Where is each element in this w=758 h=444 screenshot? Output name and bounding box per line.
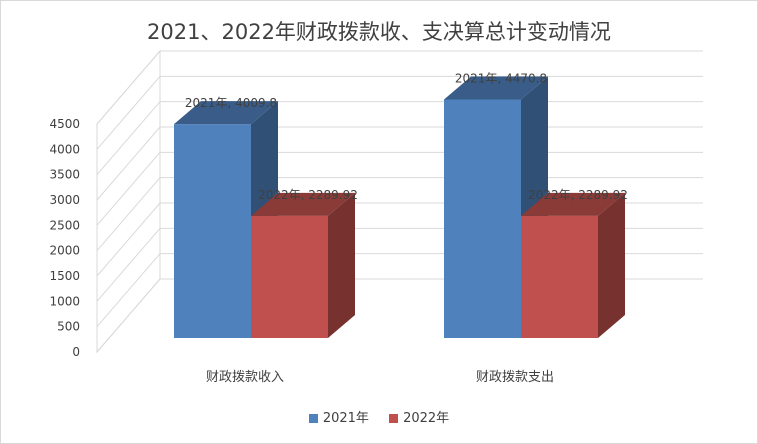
legend-label-2021: 2021年 xyxy=(322,411,369,426)
legend-item-2022: 2022年 xyxy=(389,407,449,426)
legend: 2021年 2022年 xyxy=(0,407,758,426)
y-tick-label: 1500 xyxy=(49,269,80,283)
gridline-side xyxy=(96,177,161,251)
y-tick-label: 2500 xyxy=(49,218,80,232)
bars xyxy=(174,76,625,338)
data-labels: 2021年, 4009.8 2022年, 2289.92 2021年, 4470.8… xyxy=(185,72,628,202)
chart-walls xyxy=(96,49,161,354)
gridline-side xyxy=(96,50,161,125)
legend-swatch-2022 xyxy=(389,414,399,423)
gridline-side xyxy=(96,152,161,226)
legend-label-2022: 2022年 xyxy=(403,411,450,426)
gridline-side xyxy=(96,253,161,327)
y-tick-label: 1000 xyxy=(49,294,80,308)
bar-front xyxy=(444,99,521,338)
legend-swatch-2021 xyxy=(308,414,318,423)
category-label: 财政拨款支出 xyxy=(476,370,554,385)
y-tick-label: 4000 xyxy=(49,142,80,156)
y-tick-label: 4500 xyxy=(49,117,80,131)
bar-2022-expense xyxy=(521,192,625,338)
bar-side xyxy=(598,192,625,338)
data-label: 2021年, 4470.8 xyxy=(455,72,547,86)
data-label: 2021年, 4009.8 xyxy=(185,96,277,110)
bar-front xyxy=(251,215,328,338)
y-tick-label: 3000 xyxy=(49,193,80,207)
category-labels: 财政拨款收入 财政拨款支出 xyxy=(206,370,554,385)
bar-front xyxy=(174,124,251,338)
data-label: 2022年, 2289.92 xyxy=(528,188,628,202)
side-wall xyxy=(96,49,161,354)
gridline-side xyxy=(96,202,161,277)
bar-top xyxy=(444,76,548,100)
gridline-side xyxy=(96,228,161,302)
y-axis-ticks: 0 500 1000 1500 2000 2500 3000 3500 4000 4500 xyxy=(49,117,80,359)
gridline-side xyxy=(96,101,161,175)
gridline-side xyxy=(96,278,161,353)
data-label: 2022年, 2289.92 xyxy=(258,188,358,202)
bar-top xyxy=(521,192,625,216)
y-tick-label: 500 xyxy=(57,320,80,334)
y-tick-label: 0 xyxy=(72,345,80,359)
gridline-side xyxy=(96,76,161,150)
bar-top xyxy=(174,101,278,125)
bar-2022-income xyxy=(251,192,355,338)
bar-front xyxy=(521,215,598,338)
y-tick-label: 3500 xyxy=(49,168,80,182)
legend-item-2021: 2021年 xyxy=(308,407,369,426)
bar-top xyxy=(251,192,355,216)
gridline-side xyxy=(96,126,161,201)
y-tick-label: 2000 xyxy=(49,244,80,258)
bar-side xyxy=(328,192,355,338)
chart-title: 2021、2022年财政拨款收、支决算总计变动情况 xyxy=(147,20,611,44)
category-label: 财政拨款收入 xyxy=(206,370,284,385)
